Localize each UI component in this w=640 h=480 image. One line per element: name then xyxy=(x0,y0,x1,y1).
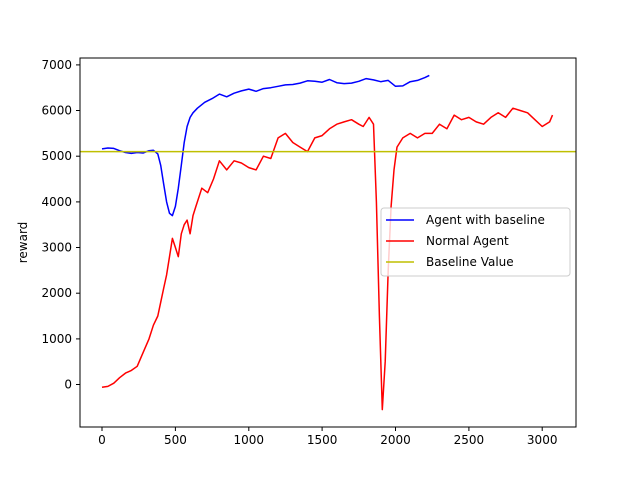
y-tick-label: 1000 xyxy=(41,332,72,346)
x-tick-label: 1000 xyxy=(234,433,265,447)
plot-area xyxy=(80,74,576,411)
x-tick-label: 1500 xyxy=(307,433,338,447)
y-axis-label: reward xyxy=(16,222,30,264)
axes-frame xyxy=(79,57,577,428)
y-tick-label: 6000 xyxy=(41,104,72,118)
y-tick-label: 7000 xyxy=(41,58,72,72)
x-tick-label: 500 xyxy=(164,433,187,447)
y-tick-label: 0 xyxy=(64,378,72,392)
y-tick-label: 2000 xyxy=(41,286,72,300)
x-tick-label: 3000 xyxy=(527,433,558,447)
x-tick-label: 2000 xyxy=(380,433,411,447)
legend-label: Normal Agent xyxy=(426,234,509,248)
legend: Agent with baseline Normal Agent Baseline … xyxy=(380,207,571,277)
x-tick-label: 2500 xyxy=(454,433,485,447)
axis-ticks: 0 500 1000 1500 2000 2500 3000 0 1000 2000 3000 400… xyxy=(41,58,557,447)
y-tick-label: 5000 xyxy=(41,149,72,163)
series-normal-agent-line xyxy=(101,107,554,411)
x-tick-label: 0 xyxy=(98,433,106,447)
legend-label: Baseline Value xyxy=(426,255,514,269)
legend-box xyxy=(380,207,571,277)
legend-label: Agent with baseline xyxy=(426,213,545,227)
y-tick-label: 3000 xyxy=(41,241,72,255)
y-tick-label: 4000 xyxy=(41,195,72,209)
